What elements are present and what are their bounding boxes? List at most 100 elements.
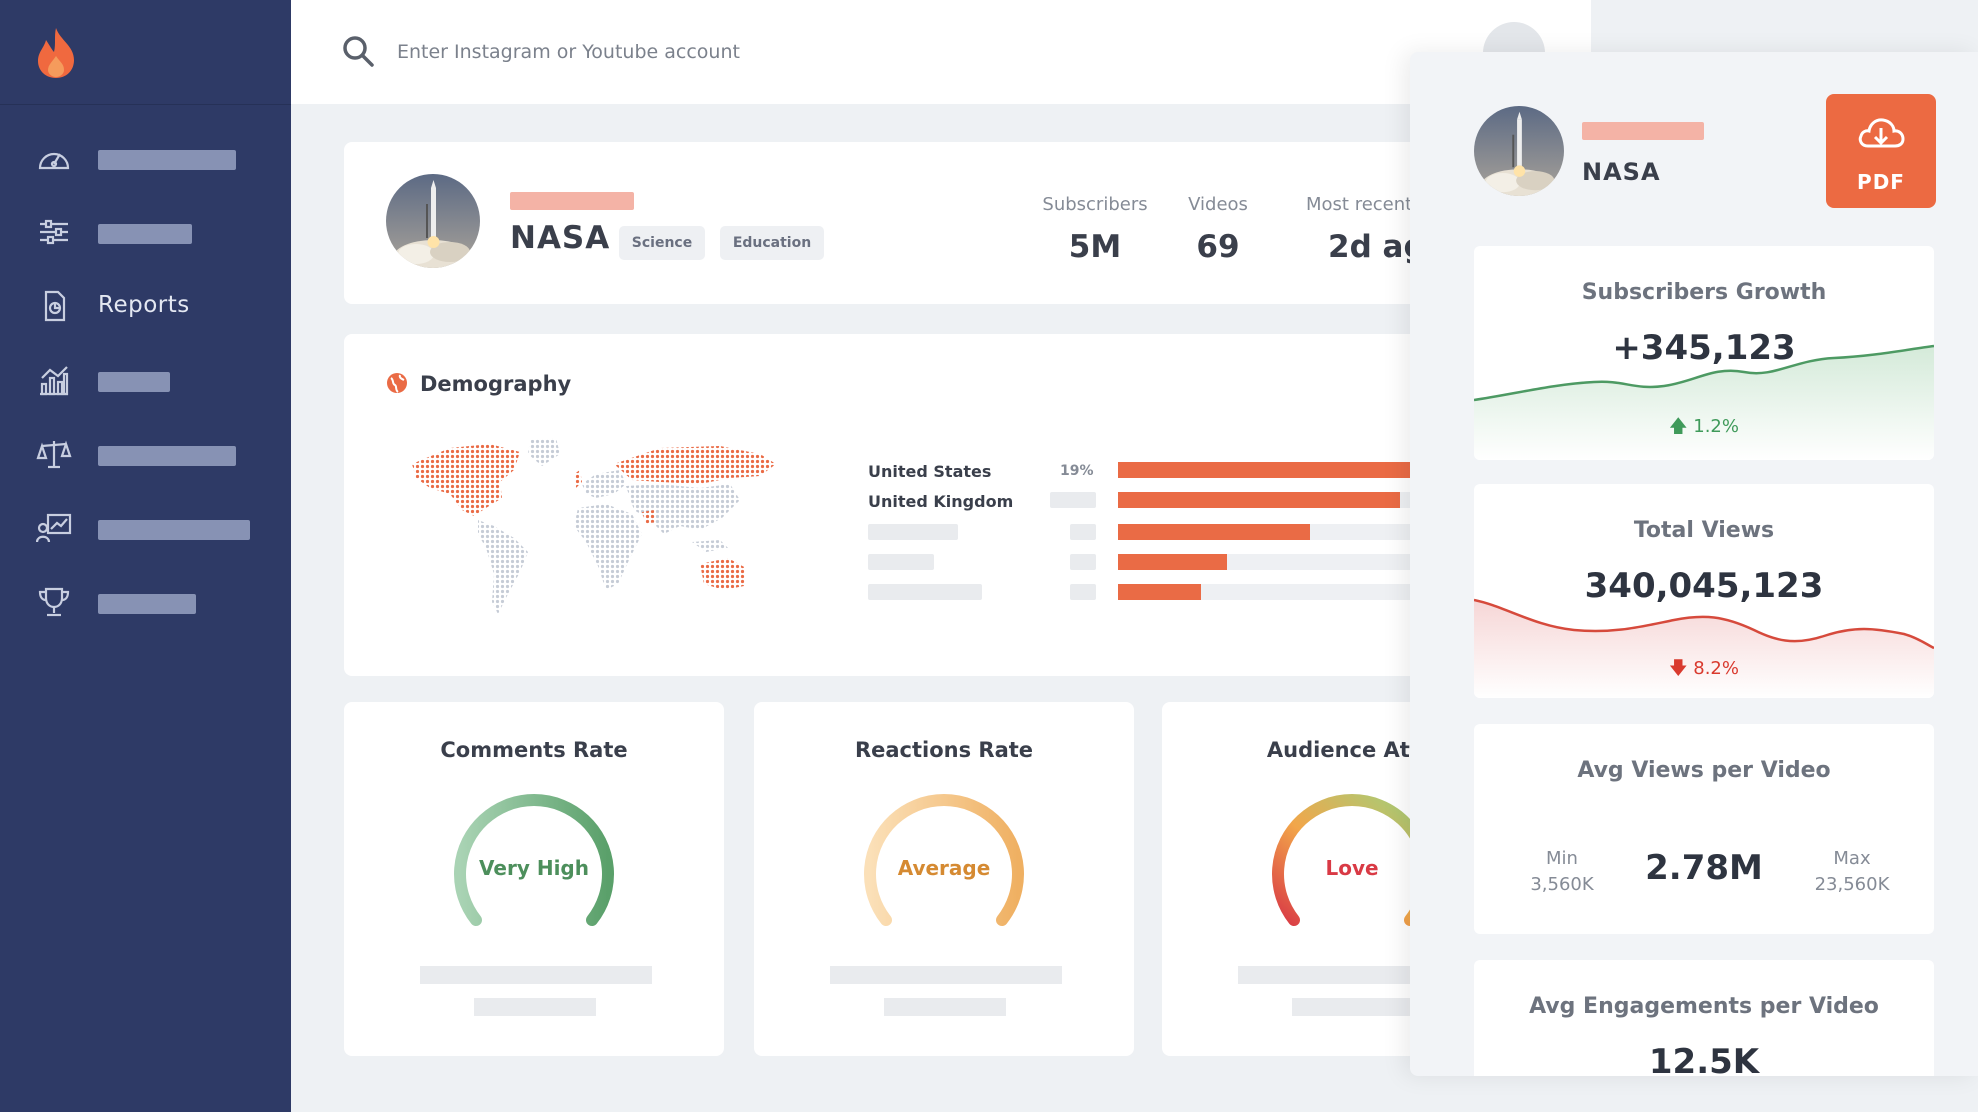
metric-title: Avg Engagements per Video xyxy=(1529,994,1879,1019)
stat-subscribers: Subscribers 5M xyxy=(1040,194,1150,265)
panel-channel-name: NASA xyxy=(1582,158,1661,186)
stat-label: Videos xyxy=(1188,194,1248,215)
presentation-icon xyxy=(36,513,72,543)
sidebar-item-reports[interactable]: Reports xyxy=(0,276,291,336)
min-label: Min xyxy=(1546,848,1578,869)
category-placeholder xyxy=(1582,122,1704,140)
download-pdf-button[interactable]: PDF xyxy=(1826,94,1936,208)
rate-title: Reactions Rate xyxy=(854,738,1034,762)
stat-value: 2d ag xyxy=(1328,229,1426,265)
dashboard-icon xyxy=(38,152,70,170)
analytics-icon xyxy=(40,366,69,396)
metric-value: 340,045,123 xyxy=(1584,566,1824,606)
stat-videos: Videos 69 xyxy=(1182,194,1254,265)
world-map xyxy=(412,438,776,614)
sidebar-item-analytics[interactable] xyxy=(0,350,291,410)
metric-title: Total Views xyxy=(1633,518,1775,543)
sidebar-item-label: Reports xyxy=(98,292,190,318)
metric-title: Subscribers Growth xyxy=(1581,280,1827,305)
max-block: Max 23,560K xyxy=(1802,846,1902,898)
profile-card: NASA Science Education Subscribers 5M Vi… xyxy=(344,142,1484,304)
avg-views-card: Avg Views per Video Min 3,560K 2.78M Max… xyxy=(1474,724,1934,934)
cloud-download-icon xyxy=(1858,118,1905,148)
sidebar-item-label-placeholder xyxy=(98,520,250,540)
sidebar-item-awards[interactable] xyxy=(0,572,291,632)
reactions-gauge xyxy=(864,794,1024,926)
channel-name: NASA xyxy=(510,220,611,256)
text-placeholder xyxy=(1238,966,1410,984)
category-placeholder xyxy=(510,192,634,210)
country-label: United Kingdom xyxy=(868,492,1014,511)
stat-label: Most recent xyxy=(1306,194,1413,215)
subscribers-growth-card: Subscribers Growth +345,123 🡅 1.2% xyxy=(1474,246,1934,460)
country-percent: 19% xyxy=(1060,463,1094,479)
sidebar-item-label-placeholder xyxy=(98,150,236,170)
sidebar-item-presentation[interactable] xyxy=(0,498,291,558)
country-placeholder xyxy=(868,584,982,600)
arrow-down-icon: 🡇 xyxy=(1669,658,1688,679)
arrow-up-icon: 🡅 xyxy=(1669,416,1688,437)
trophy-icon xyxy=(38,587,70,617)
reactions-rate-card: Reactions Rate Average xyxy=(754,702,1134,1056)
percent-placeholder xyxy=(1070,584,1096,600)
rocket-launch-icon xyxy=(1474,106,1564,196)
channel-avatar xyxy=(386,174,480,268)
percent-placeholder xyxy=(1070,554,1096,570)
metric-value: 12.5K xyxy=(1648,1042,1760,1076)
top-bar xyxy=(291,0,1591,104)
total-views-card: Total Views 340,045,123 🡇 8.2% xyxy=(1474,484,1934,698)
stat-most-recent: Most recent 2d ag xyxy=(1306,194,1426,265)
tag-science[interactable]: Science xyxy=(619,226,705,260)
percent-placeholder xyxy=(1050,492,1096,508)
flame-icon[interactable] xyxy=(34,26,78,80)
text-placeholder xyxy=(830,966,1062,984)
sidebar-item-label-placeholder xyxy=(98,446,236,466)
rate-title: Audience Attit xyxy=(1266,738,1410,762)
metric-value: +345,123 xyxy=(1612,328,1796,368)
search-icon[interactable] xyxy=(341,34,375,68)
balance-scale-icon xyxy=(36,440,72,469)
delta-up: 🡅 1.2% xyxy=(1474,414,1934,444)
demography-title: Demography xyxy=(420,372,572,396)
text-placeholder xyxy=(1292,998,1410,1016)
sidebar-item-label-placeholder xyxy=(98,372,170,392)
metric-title: Avg Views per Video xyxy=(1577,758,1831,783)
panel-channel-avatar xyxy=(1474,106,1564,196)
search-input[interactable] xyxy=(397,30,997,74)
demography-bar xyxy=(1118,584,1201,600)
pdf-label: PDF xyxy=(1857,170,1905,194)
text-placeholder xyxy=(884,998,1006,1016)
min-block: Min 3,560K xyxy=(1514,846,1610,898)
report-icon xyxy=(44,290,66,322)
tag-education[interactable]: Education xyxy=(720,226,824,260)
gauge-label: Average xyxy=(897,856,991,880)
demography-bar xyxy=(1118,524,1310,540)
demography-card: Demography United States 19% United King… xyxy=(344,334,1484,676)
gauge-label: Very High xyxy=(479,856,589,880)
gauge-label: Love xyxy=(1325,856,1379,880)
globe-icon xyxy=(387,373,407,393)
country-placeholder xyxy=(868,554,934,570)
demography-bar xyxy=(1118,554,1227,570)
comments-gauge xyxy=(454,794,614,926)
sidebar: Reports xyxy=(0,0,291,1112)
delta-value: 1.2% xyxy=(1693,416,1739,437)
sidebar-divider xyxy=(0,104,291,105)
report-panel: NASA PDF Subscribers Growth +345,123 🡅 1… xyxy=(1410,52,1978,1076)
rate-title: Comments Rate xyxy=(440,738,628,762)
max-value: 23,560K xyxy=(1814,874,1890,895)
delta-value: 8.2% xyxy=(1693,658,1739,679)
country-placeholder xyxy=(868,524,958,540)
sidebar-item-label-placeholder xyxy=(98,594,196,614)
sidebar-item-filters[interactable] xyxy=(0,202,291,262)
sidebar-item-dashboard[interactable] xyxy=(0,128,291,188)
avg-engagements-card: Avg Engagements per Video 12.5K xyxy=(1474,960,1934,1076)
min-value: 3,560K xyxy=(1530,874,1594,895)
audience-attitude-card: Audience Attit Love xyxy=(1162,702,1410,1056)
sidebar-item-compare[interactable] xyxy=(0,424,291,484)
sidebar-item-label-placeholder xyxy=(98,224,192,244)
text-placeholder xyxy=(420,966,652,984)
max-label: Max xyxy=(1833,848,1871,869)
attitude-gauge xyxy=(1272,794,1410,926)
text-placeholder xyxy=(474,998,596,1016)
